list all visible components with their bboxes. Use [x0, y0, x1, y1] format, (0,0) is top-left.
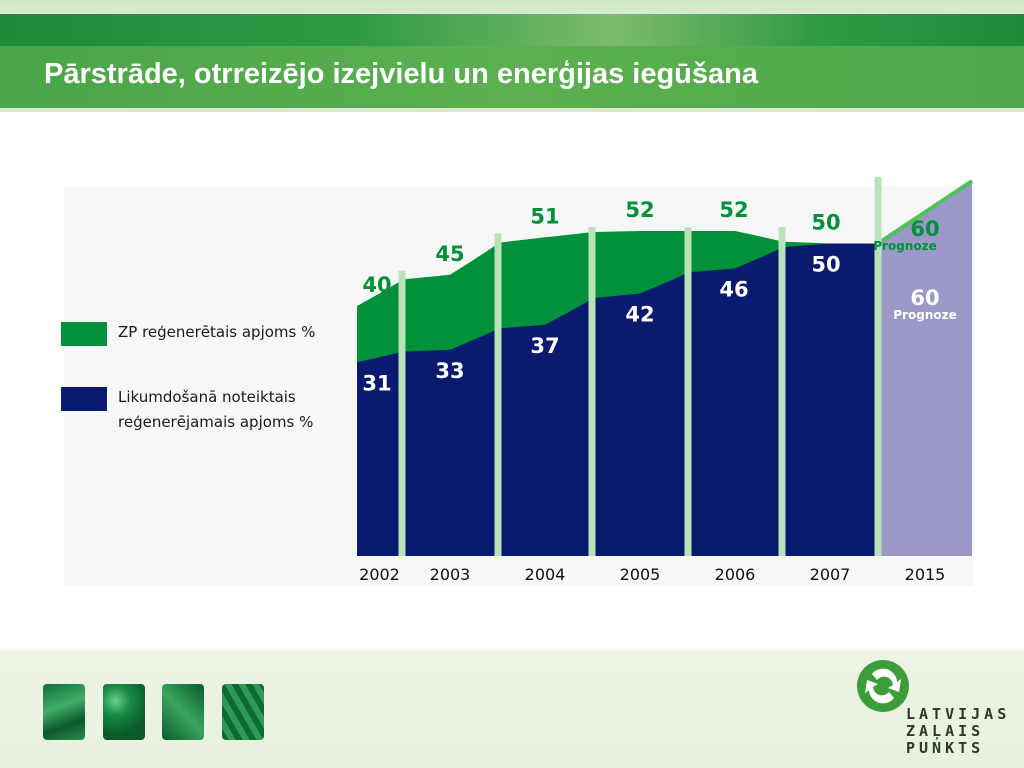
- legend-swatch-required: [61, 387, 107, 411]
- legend-label-regenerated: ZP reģenerētais apjoms %: [118, 323, 316, 341]
- title-bar-decoration: [0, 14, 1024, 46]
- footer-thumb-drops: [103, 684, 145, 740]
- legend-label-required-line1: Likumdošanā noteiktais: [118, 388, 296, 406]
- legend-label-required-line2: reģenerējamais apjoms %: [118, 413, 314, 431]
- label-required-2007: 50: [811, 253, 840, 277]
- footer-thumb-leaf: [162, 684, 204, 740]
- x-tick-2004: 2004: [525, 565, 566, 584]
- x-tick-2005: 2005: [620, 565, 661, 584]
- title-bar-band: [0, 46, 1024, 108]
- legend-swatch-regenerated: [61, 322, 107, 346]
- x-tick-2007: 2007: [810, 565, 851, 584]
- column-separator: [588, 227, 596, 556]
- area-required: [357, 243, 878, 556]
- column-separator: [778, 227, 786, 556]
- logo-text-line1: LATVIJAS: [906, 705, 1011, 723]
- label-required-2006: 46: [719, 278, 748, 302]
- column-separator: [494, 233, 502, 556]
- slide-title: Pārstrāde, otrreizējo izejvielu un enerģ…: [44, 58, 758, 90]
- logo-text-line2: ZAĻAIS: [906, 722, 985, 740]
- footer-band: [0, 650, 1024, 768]
- forecast-label-required: Prognoze: [893, 308, 956, 322]
- column-separator: [398, 270, 406, 556]
- label-regenerated-2015: 60: [910, 217, 939, 241]
- label-regenerated-2004: 51: [530, 204, 559, 228]
- forecast-label-regenerated: Prognoze: [873, 239, 936, 253]
- label-required-2004: 37: [530, 334, 559, 358]
- area-forecast: [878, 181, 972, 556]
- x-tick-2006: 2006: [715, 565, 756, 584]
- footer-thumb-grass: [43, 684, 85, 740]
- x-tick-2002: 2002: [359, 565, 400, 584]
- label-regenerated-2002: 40: [362, 273, 391, 297]
- column-separator: [684, 227, 692, 556]
- logo-text-line3: PUNKTS: [906, 739, 985, 757]
- title-bar: [0, 0, 1024, 112]
- label-required-2015: 60: [910, 286, 939, 310]
- label-regenerated-2005: 52: [625, 198, 654, 222]
- x-tick-2003: 2003: [430, 565, 471, 584]
- label-regenerated-2003: 45: [435, 242, 464, 266]
- label-required-2005: 42: [625, 303, 654, 327]
- label-regenerated-2006: 52: [719, 198, 748, 222]
- footer-thumb-fern: [222, 684, 264, 740]
- label-required-2002: 31: [362, 371, 391, 395]
- column-separator: [874, 177, 882, 556]
- label-required-2003: 33: [435, 359, 464, 383]
- label-regenerated-2007: 50: [811, 211, 840, 235]
- x-tick-2015: 2015: [905, 565, 946, 584]
- forecast-line-regenerated: [876, 179, 974, 246]
